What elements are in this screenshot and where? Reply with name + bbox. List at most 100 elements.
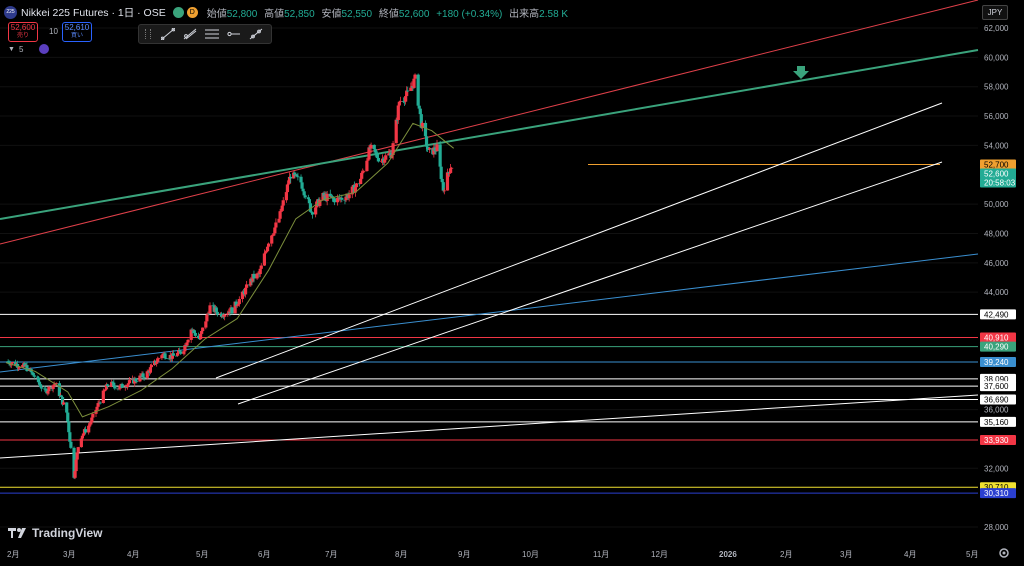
order-quantity[interactable]: 10 [49, 27, 58, 36]
low-value: 52,550 [341, 8, 373, 20]
candle [186, 338, 190, 343]
candle [65, 402, 69, 414]
candle [205, 313, 209, 322]
candle [59, 394, 64, 398]
drag-handle-icon[interactable] [145, 29, 151, 39]
ray-tool-icon[interactable] [181, 27, 199, 41]
candle [328, 189, 332, 198]
candle [66, 412, 70, 423]
candle [57, 380, 61, 399]
price-label-text: 52,700 [984, 160, 1009, 169]
price-label-red: 33,930 [980, 434, 1016, 445]
candle [433, 143, 437, 155]
candle [215, 308, 219, 317]
high-label: 高値 [264, 8, 285, 20]
candle [435, 139, 439, 152]
candle [79, 438, 83, 448]
gear-icon[interactable] [998, 547, 1010, 559]
candle [325, 190, 329, 206]
candle [25, 361, 29, 372]
price-label-countdown: 20:58:03 [980, 177, 1016, 188]
close-value: 52,600 [398, 8, 430, 20]
x-tick-label-9: 11月 [593, 550, 609, 559]
sell-button[interactable]: 52,600 売り [8, 22, 38, 42]
price-label-text: 35,160 [984, 418, 1009, 427]
open-value: 52,800 [226, 8, 258, 20]
candle [237, 296, 241, 307]
candle [281, 197, 285, 210]
blue-trend-line[interactable] [0, 253, 979, 373]
price-label-blue: 39,240 [980, 357, 1016, 368]
candle [170, 350, 174, 362]
y-tick-label-0: 62,000 [984, 24, 1009, 33]
candle [369, 142, 373, 154]
symbol-header: 225 Nikkei 225 Futures · 1日 · OSE D 始値52… [4, 4, 568, 20]
delayed-data-icon[interactable]: D [186, 6, 198, 18]
buy-button[interactable]: 52,610 買い [62, 22, 92, 42]
white-channel-upper[interactable] [215, 102, 943, 379]
price-label-white: 35,160 [980, 416, 1016, 427]
candle [439, 163, 443, 182]
x-tick-label-1: 3月 [63, 550, 75, 559]
candle [278, 208, 282, 220]
price-label-white: 37,600 [980, 381, 1016, 392]
candle [413, 73, 417, 84]
price-label-text: 33,930 [984, 436, 1009, 445]
x-tick-label-10: 12月 [651, 550, 668, 559]
candle [376, 153, 381, 163]
candle [164, 356, 168, 359]
horizontal-ray-tool-icon[interactable] [225, 27, 243, 41]
candle [160, 354, 164, 361]
candle [241, 288, 246, 293]
trend-line-tool-icon[interactable] [159, 27, 177, 41]
candle [391, 140, 395, 160]
candle [200, 330, 204, 336]
parallel-channel-tool-icon[interactable] [203, 27, 221, 41]
x-tick-label-4: 6月 [258, 550, 270, 559]
candle [405, 86, 409, 101]
sell-price: 52,600 [10, 23, 36, 32]
indicator-count: 5 [18, 44, 24, 54]
candle [288, 173, 293, 183]
symbol-logo[interactable]: 225 [4, 5, 17, 19]
chevron-down-icon: ▼ [8, 45, 15, 53]
candle [450, 166, 454, 169]
market-status-icon[interactable] [172, 6, 184, 18]
price-label-text: 20:58:03 [984, 178, 1016, 187]
indicators-toggle[interactable]: ▼ 5 [8, 44, 50, 54]
white-long-trend-line[interactable] [0, 394, 979, 459]
candle [74, 458, 78, 474]
candle [310, 211, 315, 219]
candle [96, 400, 100, 409]
change-value: +180 (+0.34%) [436, 8, 503, 20]
white-channel-lower[interactable] [237, 161, 943, 405]
extended-line-tool-icon[interactable] [247, 27, 265, 41]
x-tick-label-15: 5月 [966, 550, 978, 559]
indicator-icon[interactable] [39, 44, 50, 54]
candle [387, 148, 391, 156]
price-label-text: 39,240 [984, 358, 1009, 367]
candle [83, 426, 88, 435]
currency-selector[interactable]: JPY [982, 5, 1008, 20]
y-tick-label-9: 36,000 [984, 406, 1009, 415]
candle [259, 263, 263, 269]
candle [420, 121, 424, 132]
candle [262, 249, 267, 267]
price-label-text: 42,490 [984, 310, 1009, 319]
candle [296, 172, 300, 181]
y-tick-label-11: 28,000 [984, 523, 1009, 532]
teal-trend-line[interactable] [0, 49, 979, 220]
candle [31, 372, 35, 376]
candle [40, 384, 44, 392]
candle [179, 350, 183, 355]
candle [69, 441, 73, 450]
candle [142, 375, 146, 381]
y-tick-label-7: 46,000 [984, 259, 1009, 268]
red-trend-line[interactable] [0, 0, 979, 245]
candle [383, 159, 387, 165]
price-label-text: 30,710 [984, 483, 1009, 492]
candle [110, 379, 114, 388]
candle [51, 385, 55, 393]
symbol-title[interactable]: Nikkei 225 Futures · 1日 · OSE [21, 6, 166, 19]
